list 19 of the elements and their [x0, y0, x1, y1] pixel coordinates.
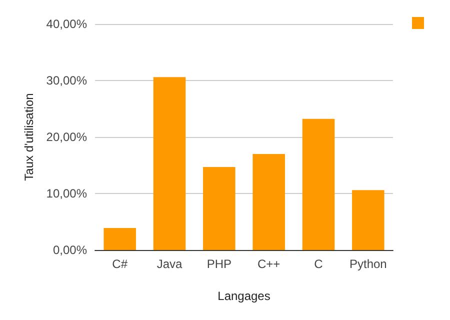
x-axis-title: Langages	[218, 289, 270, 303]
bar	[104, 228, 136, 250]
y-tick-label: 40,00%	[46, 17, 88, 31]
x-tick-label: PHP	[206, 257, 232, 271]
bar	[302, 118, 335, 250]
bar	[153, 77, 186, 250]
bar	[203, 166, 236, 250]
bar	[352, 190, 384, 250]
x-tick-label: Java	[156, 257, 182, 271]
x-tick-label: C++	[257, 257, 280, 271]
y-axis-title: Taux d'utilisation	[22, 93, 36, 181]
y-tick-label: 10,00%	[46, 186, 88, 200]
y-tick-label: 0,00%	[52, 243, 88, 257]
bar	[252, 154, 285, 250]
x-tick-label: C	[314, 257, 324, 271]
y-tick-label: 30,00%	[46, 74, 88, 88]
y-tick-label: 20,00%	[46, 130, 88, 144]
x-tick-label: Python	[349, 257, 387, 271]
x-tick-label: C#	[112, 257, 128, 271]
